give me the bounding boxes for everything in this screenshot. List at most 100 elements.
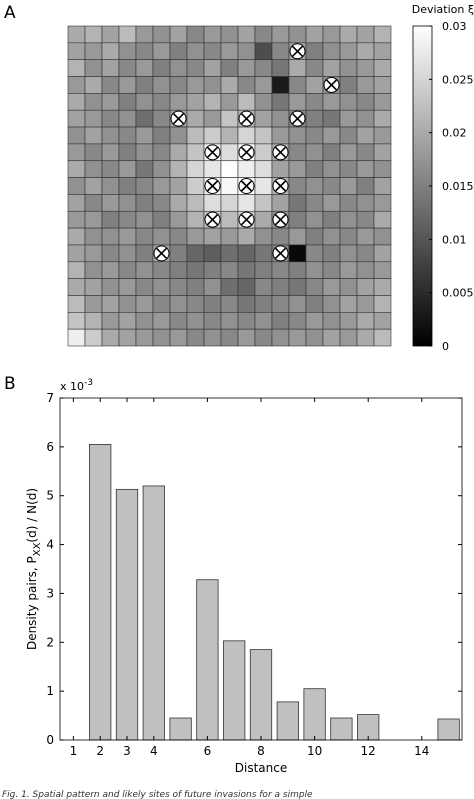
heatmap-cell: [339, 210, 358, 229]
heatmap-cell: [84, 25, 103, 44]
heatmap-cell: [339, 126, 358, 145]
heatmap-cell: [186, 160, 205, 178]
heatmap-cell: [254, 126, 273, 145]
heatmap-cell: [101, 244, 120, 263]
heatmap-cell: [169, 25, 188, 44]
heatmap-cell: [135, 42, 154, 60]
heatmap-cell: [254, 25, 273, 44]
heatmap-cell: [203, 59, 222, 77]
bar: [303, 688, 326, 741]
heatmap-cell: [373, 160, 392, 178]
heatmap-cell: [101, 278, 120, 296]
heatmap-cell: [67, 227, 86, 246]
site-marker: [153, 245, 170, 262]
heatmap-cell: [152, 109, 171, 128]
heatmap-cell: [186, 93, 205, 111]
heatmap-cell: [288, 278, 307, 296]
heatmap-cell: [356, 109, 375, 128]
heatmap-cell: [118, 210, 137, 229]
colorbar-title: Deviation ξ: [412, 3, 474, 16]
site-marker: [289, 43, 306, 60]
heatmap-cell: [288, 312, 307, 330]
heatmap-cell: [101, 194, 120, 212]
site-marker: [204, 144, 221, 161]
heatmap-cell: [169, 328, 188, 347]
heatmap-cell: [220, 76, 239, 94]
heatmap-cell: [101, 143, 120, 162]
heatmap-cell: [169, 261, 188, 279]
heatmap-cell: [254, 59, 273, 77]
heatmap-cell: [101, 93, 120, 111]
heatmap-cell: [373, 25, 392, 44]
heatmap-cell: [220, 160, 239, 178]
heatmap-cell: [305, 160, 324, 178]
site-marker-cross: [155, 247, 168, 259]
heatmap-cell: [169, 227, 188, 246]
heatmap-cell: [305, 109, 324, 128]
heatmap-cell: [84, 93, 103, 111]
heatmap-cell: [373, 261, 392, 279]
heatmap-cell: [67, 261, 86, 279]
site-marker: [170, 110, 187, 127]
heatmap-cell: [271, 59, 290, 77]
y-multiplier-exponent: -3: [84, 378, 93, 388]
heatmap-cell: [169, 160, 188, 178]
heatmap-cell: [237, 227, 256, 246]
heatmap-cell: [135, 59, 154, 77]
heatmap-cell: [152, 126, 171, 145]
heatmap-cell: [356, 76, 375, 94]
x-tick-label: 3: [123, 744, 131, 758]
bar: [330, 717, 353, 741]
heatmap-cell: [237, 328, 256, 347]
colorbar-tick-label: 0.005: [442, 287, 474, 300]
heatmap-cell: [356, 160, 375, 178]
site-marker-cross: [240, 214, 253, 226]
heatmap-cell: [322, 210, 341, 229]
heatmap-cell: [254, 312, 273, 330]
heatmap-cell: [356, 194, 375, 212]
heatmap-cell: [305, 328, 324, 347]
heatmap-cell: [254, 109, 273, 128]
heatmap-cell: [237, 42, 256, 60]
heatmap-cell: [152, 59, 171, 77]
heatmap-cell: [186, 25, 205, 44]
heatmap-cell: [220, 295, 239, 313]
site-marker: [272, 211, 289, 228]
heatmap-cell: [373, 210, 392, 229]
site-marker-cross: [274, 214, 287, 226]
heatmap-cell: [152, 227, 171, 246]
heatmap-cell: [84, 42, 103, 60]
heatmap-cell: [101, 76, 120, 94]
heatmap-cell: [220, 93, 239, 111]
heatmap-cell: [356, 93, 375, 111]
heatmap-cell: [339, 244, 358, 263]
heatmap-cell: [373, 244, 392, 263]
heatmap-cell: [186, 312, 205, 330]
heatmap-cell: [135, 278, 154, 296]
heatmap-cell: [169, 126, 188, 145]
panel-label: A: [4, 3, 16, 23]
heatmap-cell: [373, 109, 392, 128]
heatmap-cell: [339, 295, 358, 313]
heatmap-cell: [118, 59, 137, 77]
heatmap-cell: [186, 143, 205, 162]
heatmap-cell: [305, 295, 324, 313]
heatmap-cell: [254, 210, 273, 229]
heatmap-cell: [322, 328, 341, 347]
heatmap-cell: [152, 42, 171, 60]
heatmap-cell: [169, 194, 188, 212]
heatmap-cell: [67, 328, 86, 347]
heatmap-cell: [84, 244, 103, 263]
heatmap-cell: [322, 194, 341, 212]
site-marker-cross: [274, 180, 287, 192]
bar: [142, 485, 165, 741]
heatmap-cell: [118, 76, 137, 94]
heatmap-cell: [339, 42, 358, 60]
heatmap-cell: [322, 278, 341, 296]
heatmap-cell: [356, 59, 375, 77]
heatmap-cell: [101, 295, 120, 313]
heatmap-cell: [237, 76, 256, 94]
heatmap-cell: [271, 261, 290, 279]
x-tick-label: 6: [204, 744, 212, 758]
bar: [169, 717, 192, 741]
